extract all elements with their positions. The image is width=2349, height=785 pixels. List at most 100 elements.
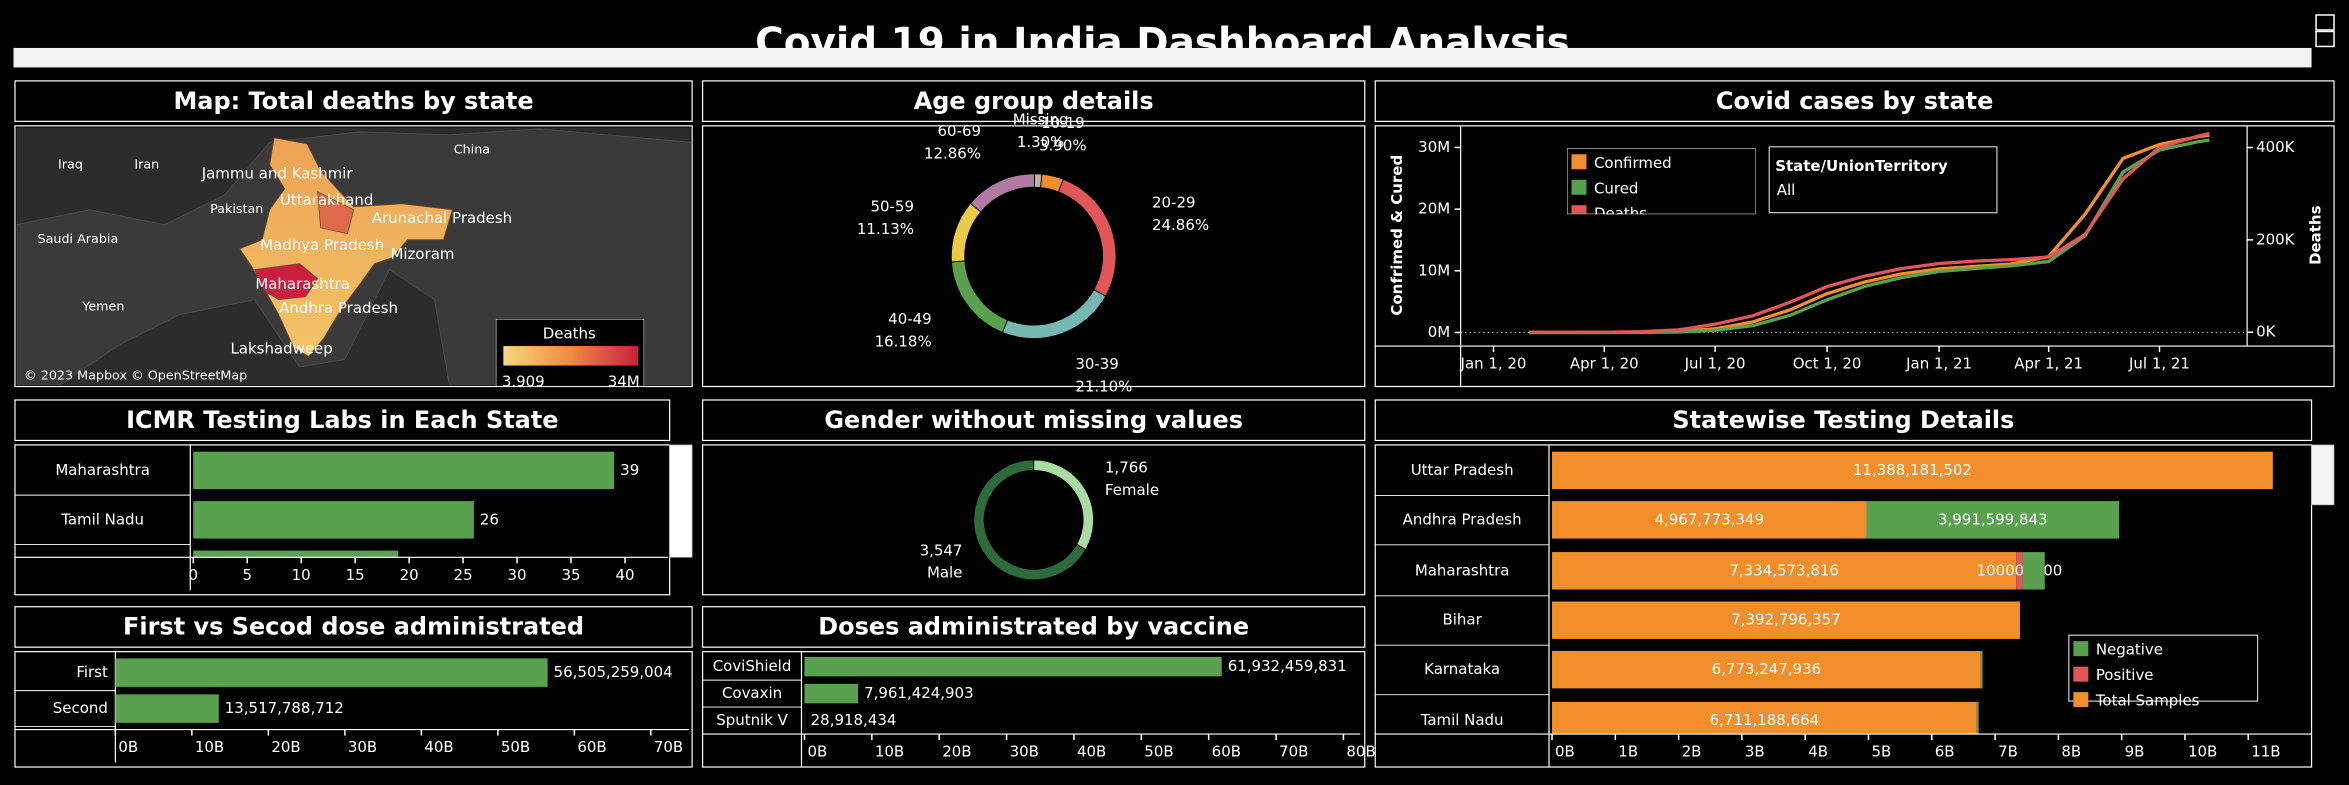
x-tick-label: Jan 1, 21	[1905, 355, 1972, 373]
legend-swatch	[1571, 154, 1587, 170]
x-tick-label: 0B	[1555, 743, 1575, 761]
panel-frame	[14, 651, 693, 768]
title-box	[1374, 80, 2335, 122]
slice-label: 16.18%	[875, 332, 932, 350]
x-tick-label: Oct 1, 20	[1793, 355, 1862, 373]
x-tick-label: 0	[188, 566, 198, 584]
value-label: 7,334,573,816	[1729, 561, 1839, 579]
x-tick-label: 35	[561, 566, 580, 584]
x-tick-label: 9B	[2125, 743, 2145, 761]
category-label: Karnataka	[1424, 660, 1500, 678]
value-label: 6,773,247,936	[1712, 660, 1822, 678]
donut-slice	[1057, 178, 1117, 297]
category-label: Andhra Pradesh	[1403, 510, 1522, 528]
slice-label: Missing	[1013, 111, 1069, 129]
group: Uttar Pradesh 11,388,181,502 Andhra Prades…	[1375, 451, 2273, 735]
panel-frame	[14, 125, 693, 388]
panel-title: Map: Total deaths by state	[173, 87, 533, 115]
y-tick-label: 0M	[1428, 323, 1450, 341]
india	[239, 137, 454, 358]
bar	[804, 656, 1222, 677]
bar	[1552, 501, 1867, 539]
legend-label: Negative	[2096, 641, 2163, 659]
slice-label: 1.30%	[1017, 133, 1065, 151]
panel-frame	[1374, 444, 2313, 768]
x-tick-label: 30	[508, 566, 527, 584]
donut-slice	[969, 173, 1036, 213]
title-box	[702, 399, 1366, 442]
title-box	[702, 606, 1366, 648]
value-label: 11,388,181,502	[1853, 461, 1972, 479]
place-label: China	[454, 142, 490, 157]
x-tick-label: Jan 1, 20	[1460, 355, 1527, 373]
category-label: Maharashtra	[55, 461, 150, 479]
panel-frame	[702, 125, 1366, 388]
legend-label: Total Samples	[2095, 692, 2200, 710]
x-tick-label: Apr 1, 21	[2014, 355, 2083, 373]
legend-swatch	[1571, 179, 1587, 195]
value-label: 100000000	[1977, 561, 2063, 579]
place-label: Mizoram	[390, 245, 454, 263]
x-tick-label: 70B	[1279, 743, 1308, 761]
category-label: Uttar Pradesh	[1411, 461, 1514, 479]
group: Confirmed Cured Deaths	[1566, 148, 1756, 215]
x-tick-label: 80B	[1346, 743, 1375, 761]
category-label: Tamil Nadu	[1420, 711, 1504, 729]
panel-frame	[702, 444, 1366, 596]
panel-title: First vs Secod dose administrated	[123, 613, 584, 641]
panel-title: Statewise Testing Details	[1672, 406, 2014, 434]
title-box	[702, 80, 1366, 122]
value-label: 7,392,796,357	[1731, 611, 1841, 629]
place-label: Madhya Pradesh	[260, 236, 384, 254]
category-label: Bihar	[1443, 611, 1483, 629]
map-attribution: © 2023 Mapbox © OpenStreetMap	[24, 369, 247, 384]
panel-title: Age group details	[914, 87, 1154, 115]
value-label: 3,991,599,843	[1938, 510, 2048, 528]
donut-slice	[951, 260, 1009, 334]
legend-label: Confirmed	[1594, 154, 1672, 172]
title-box	[14, 80, 693, 122]
donut-slice	[950, 202, 982, 263]
bar	[193, 501, 474, 539]
place-label: Saudi Arabia	[38, 232, 119, 247]
bar	[1552, 451, 2273, 490]
bar	[2016, 552, 2023, 590]
slice-label: 24.86%	[1152, 216, 1209, 234]
corner-box	[2315, 14, 2335, 31]
bar	[193, 550, 399, 558]
category-label: Telangana	[64, 560, 141, 578]
x-tick-label: 25	[454, 566, 473, 584]
bar	[1866, 501, 2120, 539]
x-tick-label: 60B	[1212, 743, 1241, 761]
x-tick-label: 1B	[1618, 743, 1638, 761]
x-tick-label: 7B	[1998, 743, 2018, 761]
legend-label: Positive	[2096, 666, 2154, 684]
filter-box[interactable]	[1768, 146, 1998, 214]
slice-label: 12.86%	[924, 144, 981, 162]
x-tick-label: 40	[615, 566, 634, 584]
x-tick-label: 30B	[348, 738, 377, 756]
slice-label: 3,547	[920, 541, 963, 559]
x-tick-label: 40B	[424, 738, 453, 756]
place-label: Arunachal Pradesh	[372, 209, 512, 227]
x-tick-label: 70B	[654, 738, 683, 756]
bar	[1552, 701, 1977, 735]
x-tick-label: 11B	[2251, 743, 2280, 761]
bar	[115, 658, 548, 687]
y-tick-label: 10M	[1418, 261, 1450, 279]
place-label: Maharashtra	[255, 275, 350, 293]
category-label: CoviShield	[713, 657, 792, 675]
slice-label: 20-29	[1152, 193, 1196, 211]
y-axis-title: Confrimed & Cured	[1388, 155, 1406, 316]
legend-swatch	[1571, 205, 1587, 215]
x-tick-label: 0B	[807, 743, 827, 761]
legend-swatch	[2073, 641, 2089, 657]
bar	[2022, 552, 2045, 590]
value-label: 26	[480, 510, 499, 528]
slice-label: 21.10%	[1075, 377, 1132, 395]
bar	[193, 451, 615, 490]
map-legend-label: 3,909	[502, 373, 545, 391]
panel-frame	[702, 651, 1366, 768]
scrollbar	[669, 444, 693, 558]
